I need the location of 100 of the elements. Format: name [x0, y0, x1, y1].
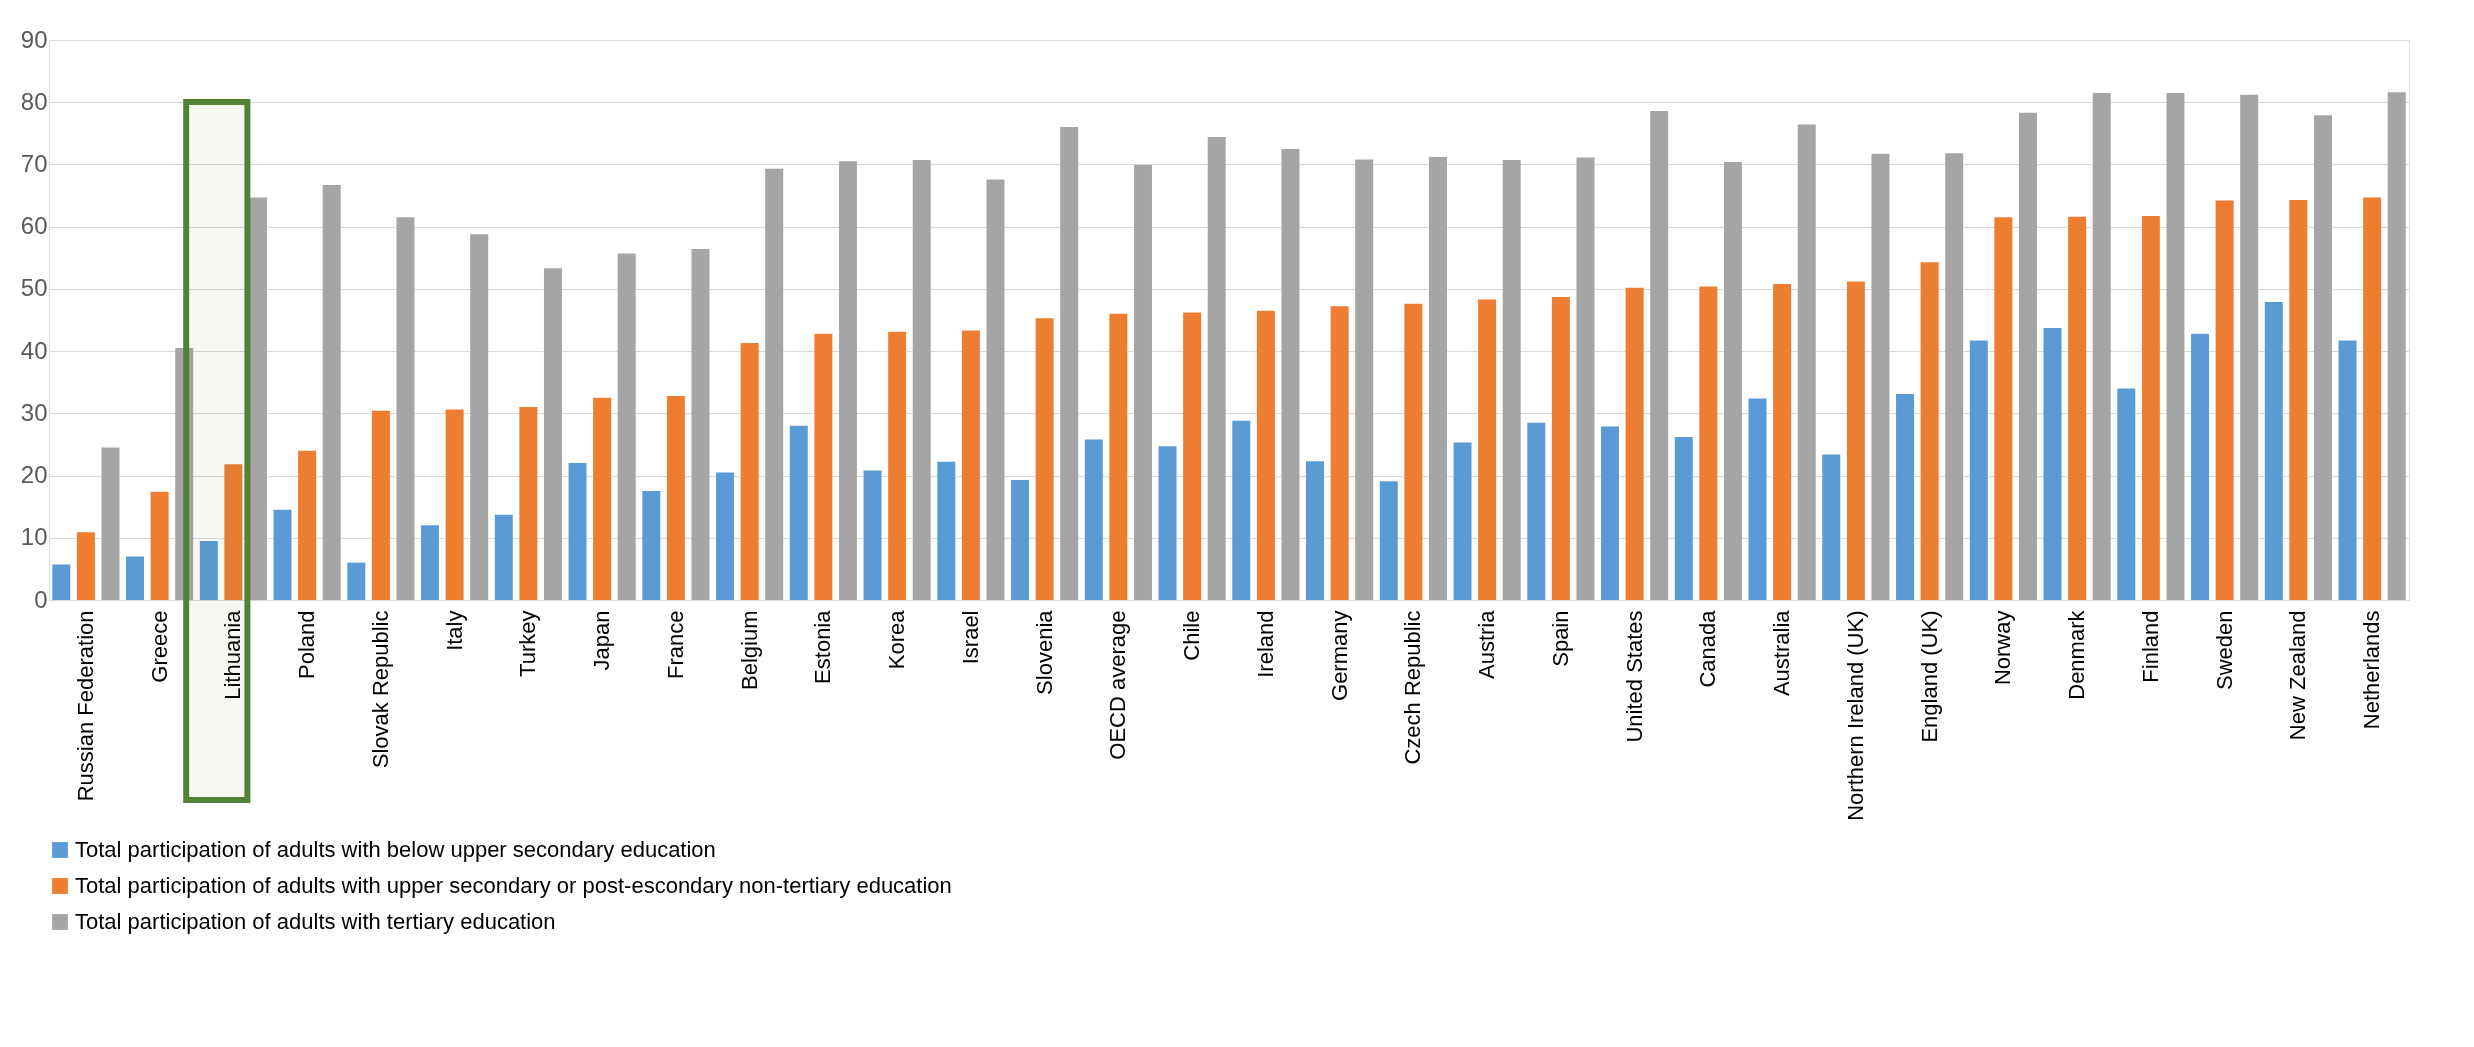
bar [1281, 148, 1300, 600]
x-tick-label: Netherlands [2359, 610, 2385, 730]
legend-label: Total participation of adults with tertiary education [75, 909, 556, 934]
bar [961, 330, 980, 600]
bar [175, 348, 194, 600]
bar [888, 331, 907, 600]
bar [2117, 388, 2136, 600]
x-tick-label: Slovenia [1031, 609, 1057, 695]
x-tick-label: Israel [957, 610, 983, 665]
bar [1945, 153, 1964, 600]
x-tick-label: Australia [1769, 609, 1795, 697]
bar [2068, 216, 2087, 600]
bar [1109, 313, 1128, 600]
bar [150, 491, 169, 600]
bar [273, 509, 292, 600]
bar [2264, 301, 2283, 600]
bar [642, 491, 661, 600]
x-tick-label: Slovak Republic [367, 610, 393, 769]
bar [2043, 328, 2062, 600]
bar [1306, 461, 1325, 600]
bar [863, 470, 882, 600]
bar [986, 179, 1005, 600]
x-tick-label: Turkey [515, 610, 541, 677]
bar [1674, 436, 1693, 600]
bar [1576, 157, 1595, 600]
bar [126, 556, 145, 600]
y-tick-label: 20 [20, 461, 48, 489]
bar [2363, 197, 2382, 600]
bar [2092, 92, 2111, 600]
x-tick-label: Greece [146, 610, 172, 683]
bar [1060, 127, 1079, 600]
bar [1748, 398, 1767, 600]
bar [1527, 422, 1546, 600]
bar [347, 562, 366, 600]
bar [1625, 287, 1644, 600]
bar [814, 333, 833, 600]
bar [838, 161, 857, 600]
bar [1871, 153, 1890, 600]
bar [2338, 340, 2357, 600]
bar [666, 395, 685, 600]
bar [1502, 160, 1521, 600]
y-tick-label: 90 [20, 25, 48, 53]
x-tick-label: OECD average [1105, 610, 1131, 760]
bar [199, 540, 218, 600]
y-tick-label: 60 [20, 212, 48, 240]
bar [1773, 283, 1792, 600]
bar [1699, 286, 1718, 600]
bar [1330, 306, 1349, 600]
bar [740, 343, 759, 600]
bar [2191, 333, 2210, 600]
bar [1428, 156, 1447, 600]
bar [1011, 479, 1030, 600]
bar [1846, 281, 1865, 600]
bar [1183, 312, 1202, 600]
bar [1896, 394, 1915, 600]
x-tick-label: Korea [884, 609, 910, 670]
bar [298, 450, 317, 600]
bar [1551, 296, 1570, 600]
bar [2289, 199, 2308, 600]
bar [1133, 165, 1152, 600]
x-tick-label: Italy [441, 610, 467, 651]
bar [1453, 442, 1472, 600]
legend-label: Total participation of adults with below upper secondary education [75, 837, 716, 862]
bar [1601, 426, 1620, 600]
x-tick-label: Russian Federation [72, 610, 98, 802]
y-tick-label: 10 [20, 523, 48, 551]
bar [937, 461, 956, 600]
bar [1478, 299, 1497, 600]
x-tick-label: Spain [1547, 610, 1573, 667]
bar [543, 268, 562, 600]
legend-label: Total participation of adults with upper secondary or post-escondary non-tertiary education [75, 873, 952, 898]
bar [691, 249, 710, 600]
x-tick-label: Norway [1990, 610, 2016, 686]
bar [421, 525, 440, 600]
bar [76, 532, 95, 600]
x-tick-label: Czech Republic [1400, 610, 1426, 765]
x-tick-label: Germany [1326, 610, 1352, 701]
bar [1355, 159, 1374, 600]
y-tick-label: 0 [34, 585, 48, 613]
bar [1797, 124, 1816, 600]
bar [470, 234, 489, 600]
bar [1969, 340, 1988, 600]
bar [2240, 94, 2259, 600]
bar [519, 407, 538, 600]
bar [52, 564, 71, 600]
x-tick-label: Austria [1474, 609, 1500, 679]
bar [2313, 115, 2332, 600]
y-tick-label: 30 [20, 398, 48, 426]
bar [1404, 303, 1423, 600]
bar [445, 409, 464, 600]
bar [1084, 439, 1103, 600]
bar [396, 217, 415, 600]
x-tick-label: Belgium [736, 610, 762, 690]
bar [494, 514, 513, 600]
x-tick-label: New Zealand [2285, 610, 2311, 741]
bar [1256, 310, 1275, 600]
bar [1994, 217, 2013, 600]
x-tick-label: Lithuania [220, 609, 246, 700]
bar [912, 160, 931, 600]
x-tick-label: Poland [294, 610, 320, 680]
